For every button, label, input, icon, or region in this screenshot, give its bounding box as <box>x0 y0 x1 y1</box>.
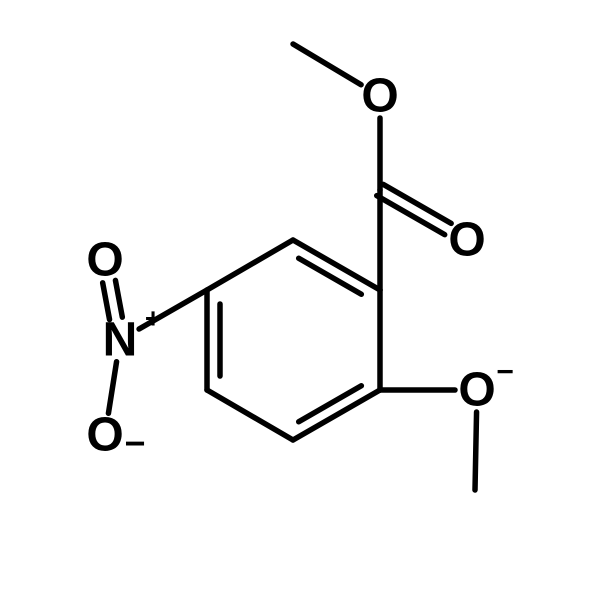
molecule-diagram: OOO−N+OO− <box>0 0 600 600</box>
atom-label-N13: N <box>103 314 138 367</box>
atom-label-O8: O <box>448 214 485 267</box>
atom-label-O15: O <box>86 409 123 462</box>
atom-label-O14: O <box>86 234 123 287</box>
charge-N13: + <box>145 303 161 334</box>
charge-O15: − <box>124 423 145 464</box>
atom-label-O11: O <box>458 364 495 417</box>
charge-O11: − <box>496 356 514 389</box>
atom-label-O9: O <box>361 70 398 123</box>
